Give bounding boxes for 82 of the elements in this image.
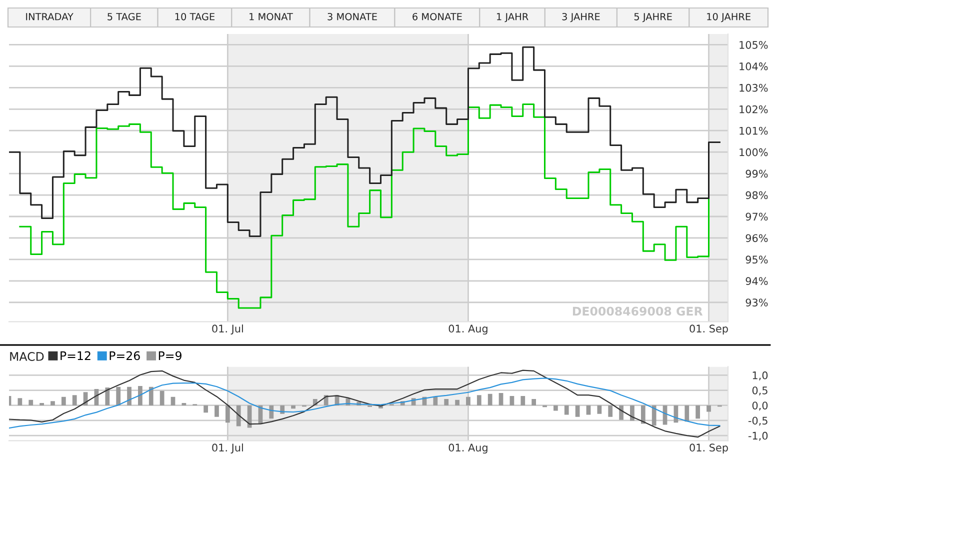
text: 3 MONATE bbox=[328, 12, 377, 20]
bar bbox=[608, 405, 613, 417]
bar bbox=[630, 405, 634, 421]
bar bbox=[72, 395, 77, 406]
text: 5 TAGE bbox=[108, 12, 141, 20]
y-tick-label: -0,5 bbox=[748, 416, 768, 426]
x-tick-label: 01. Jul bbox=[212, 443, 243, 454]
bar bbox=[564, 405, 569, 415]
bar bbox=[214, 405, 219, 417]
bar bbox=[127, 386, 132, 406]
y-tick-label: 99% bbox=[746, 170, 768, 178]
x-tick-label: 01. Sep bbox=[690, 324, 728, 335]
y-tick-label: 95% bbox=[746, 256, 768, 264]
bar bbox=[619, 405, 624, 420]
bar bbox=[597, 405, 602, 414]
text: 1 MONAT bbox=[250, 12, 293, 20]
text: 5 JAHRE bbox=[634, 13, 672, 22]
text: 3 JAHRE bbox=[562, 12, 600, 22]
bar bbox=[269, 405, 274, 419]
x-tick-label: 01. Aug bbox=[448, 444, 488, 454]
bar bbox=[61, 396, 66, 406]
bar bbox=[498, 392, 504, 406]
bar bbox=[28, 400, 34, 406]
bar bbox=[182, 402, 186, 406]
x-tick-label: 01. Sep bbox=[690, 444, 728, 454]
bar bbox=[455, 400, 460, 406]
bar bbox=[160, 390, 164, 406]
line-series bbox=[9, 378, 720, 429]
text: INTRADAY bbox=[26, 13, 74, 20]
x-tick-label: 01. Jul bbox=[212, 324, 243, 334]
bar bbox=[510, 396, 514, 406]
chart-title: MACD bbox=[10, 352, 44, 361]
bar bbox=[532, 399, 536, 406]
bar bbox=[170, 396, 176, 406]
bar bbox=[148, 386, 154, 406]
y-tick-label: 102% bbox=[740, 105, 768, 114]
text: 10 TAGE bbox=[175, 12, 214, 20]
bar bbox=[40, 402, 44, 406]
y-tick-label: 0,5 bbox=[752, 386, 768, 396]
bar bbox=[204, 405, 208, 413]
bar bbox=[488, 394, 492, 406]
y-tick-label: 93% bbox=[746, 298, 768, 306]
y-tick-label: 100% bbox=[740, 148, 768, 156]
y-tick-label: 101% bbox=[740, 126, 768, 135]
text: 6 MONATE bbox=[412, 12, 462, 20]
y-tick-label: 98% bbox=[746, 191, 768, 200]
bar bbox=[684, 405, 690, 422]
y-tick-label: -1,0 bbox=[748, 432, 768, 441]
bar bbox=[706, 405, 711, 412]
bar bbox=[433, 396, 438, 406]
bar bbox=[225, 405, 230, 423]
x-tick-label: 01. Aug bbox=[448, 324, 488, 335]
bar bbox=[554, 405, 558, 411]
bar bbox=[575, 405, 580, 417]
text: 10 JAHRE bbox=[707, 12, 750, 22]
bar bbox=[696, 405, 700, 419]
bar bbox=[466, 396, 470, 406]
bar bbox=[640, 405, 646, 424]
y-tick-label: 1,0 bbox=[752, 371, 768, 380]
bar bbox=[520, 396, 526, 406]
y-tick-label: 104% bbox=[740, 62, 768, 70]
text: 1 JAHR bbox=[497, 13, 528, 22]
bar bbox=[476, 395, 482, 406]
bar bbox=[116, 386, 121, 406]
legend-label: P=9 bbox=[158, 351, 182, 360]
bar bbox=[291, 405, 296, 409]
y-tick-label: 96% bbox=[746, 234, 768, 242]
bar bbox=[444, 399, 449, 406]
bar bbox=[105, 388, 110, 406]
y-tick-label: 105% bbox=[740, 40, 768, 49]
legend-label: P=12 bbox=[60, 351, 90, 360]
bar bbox=[50, 401, 55, 406]
y-tick-label: 103% bbox=[740, 84, 768, 92]
bar bbox=[138, 386, 142, 406]
bar bbox=[18, 398, 22, 406]
line-series bbox=[9, 370, 720, 438]
legend-label: P=26 bbox=[110, 351, 140, 360]
y-tick-label: 94% bbox=[746, 277, 768, 286]
bar bbox=[236, 405, 241, 426]
y-tick-label: 97% bbox=[746, 212, 768, 221]
bar bbox=[652, 405, 656, 426]
y-tick-label: 0,0 bbox=[752, 402, 768, 411]
